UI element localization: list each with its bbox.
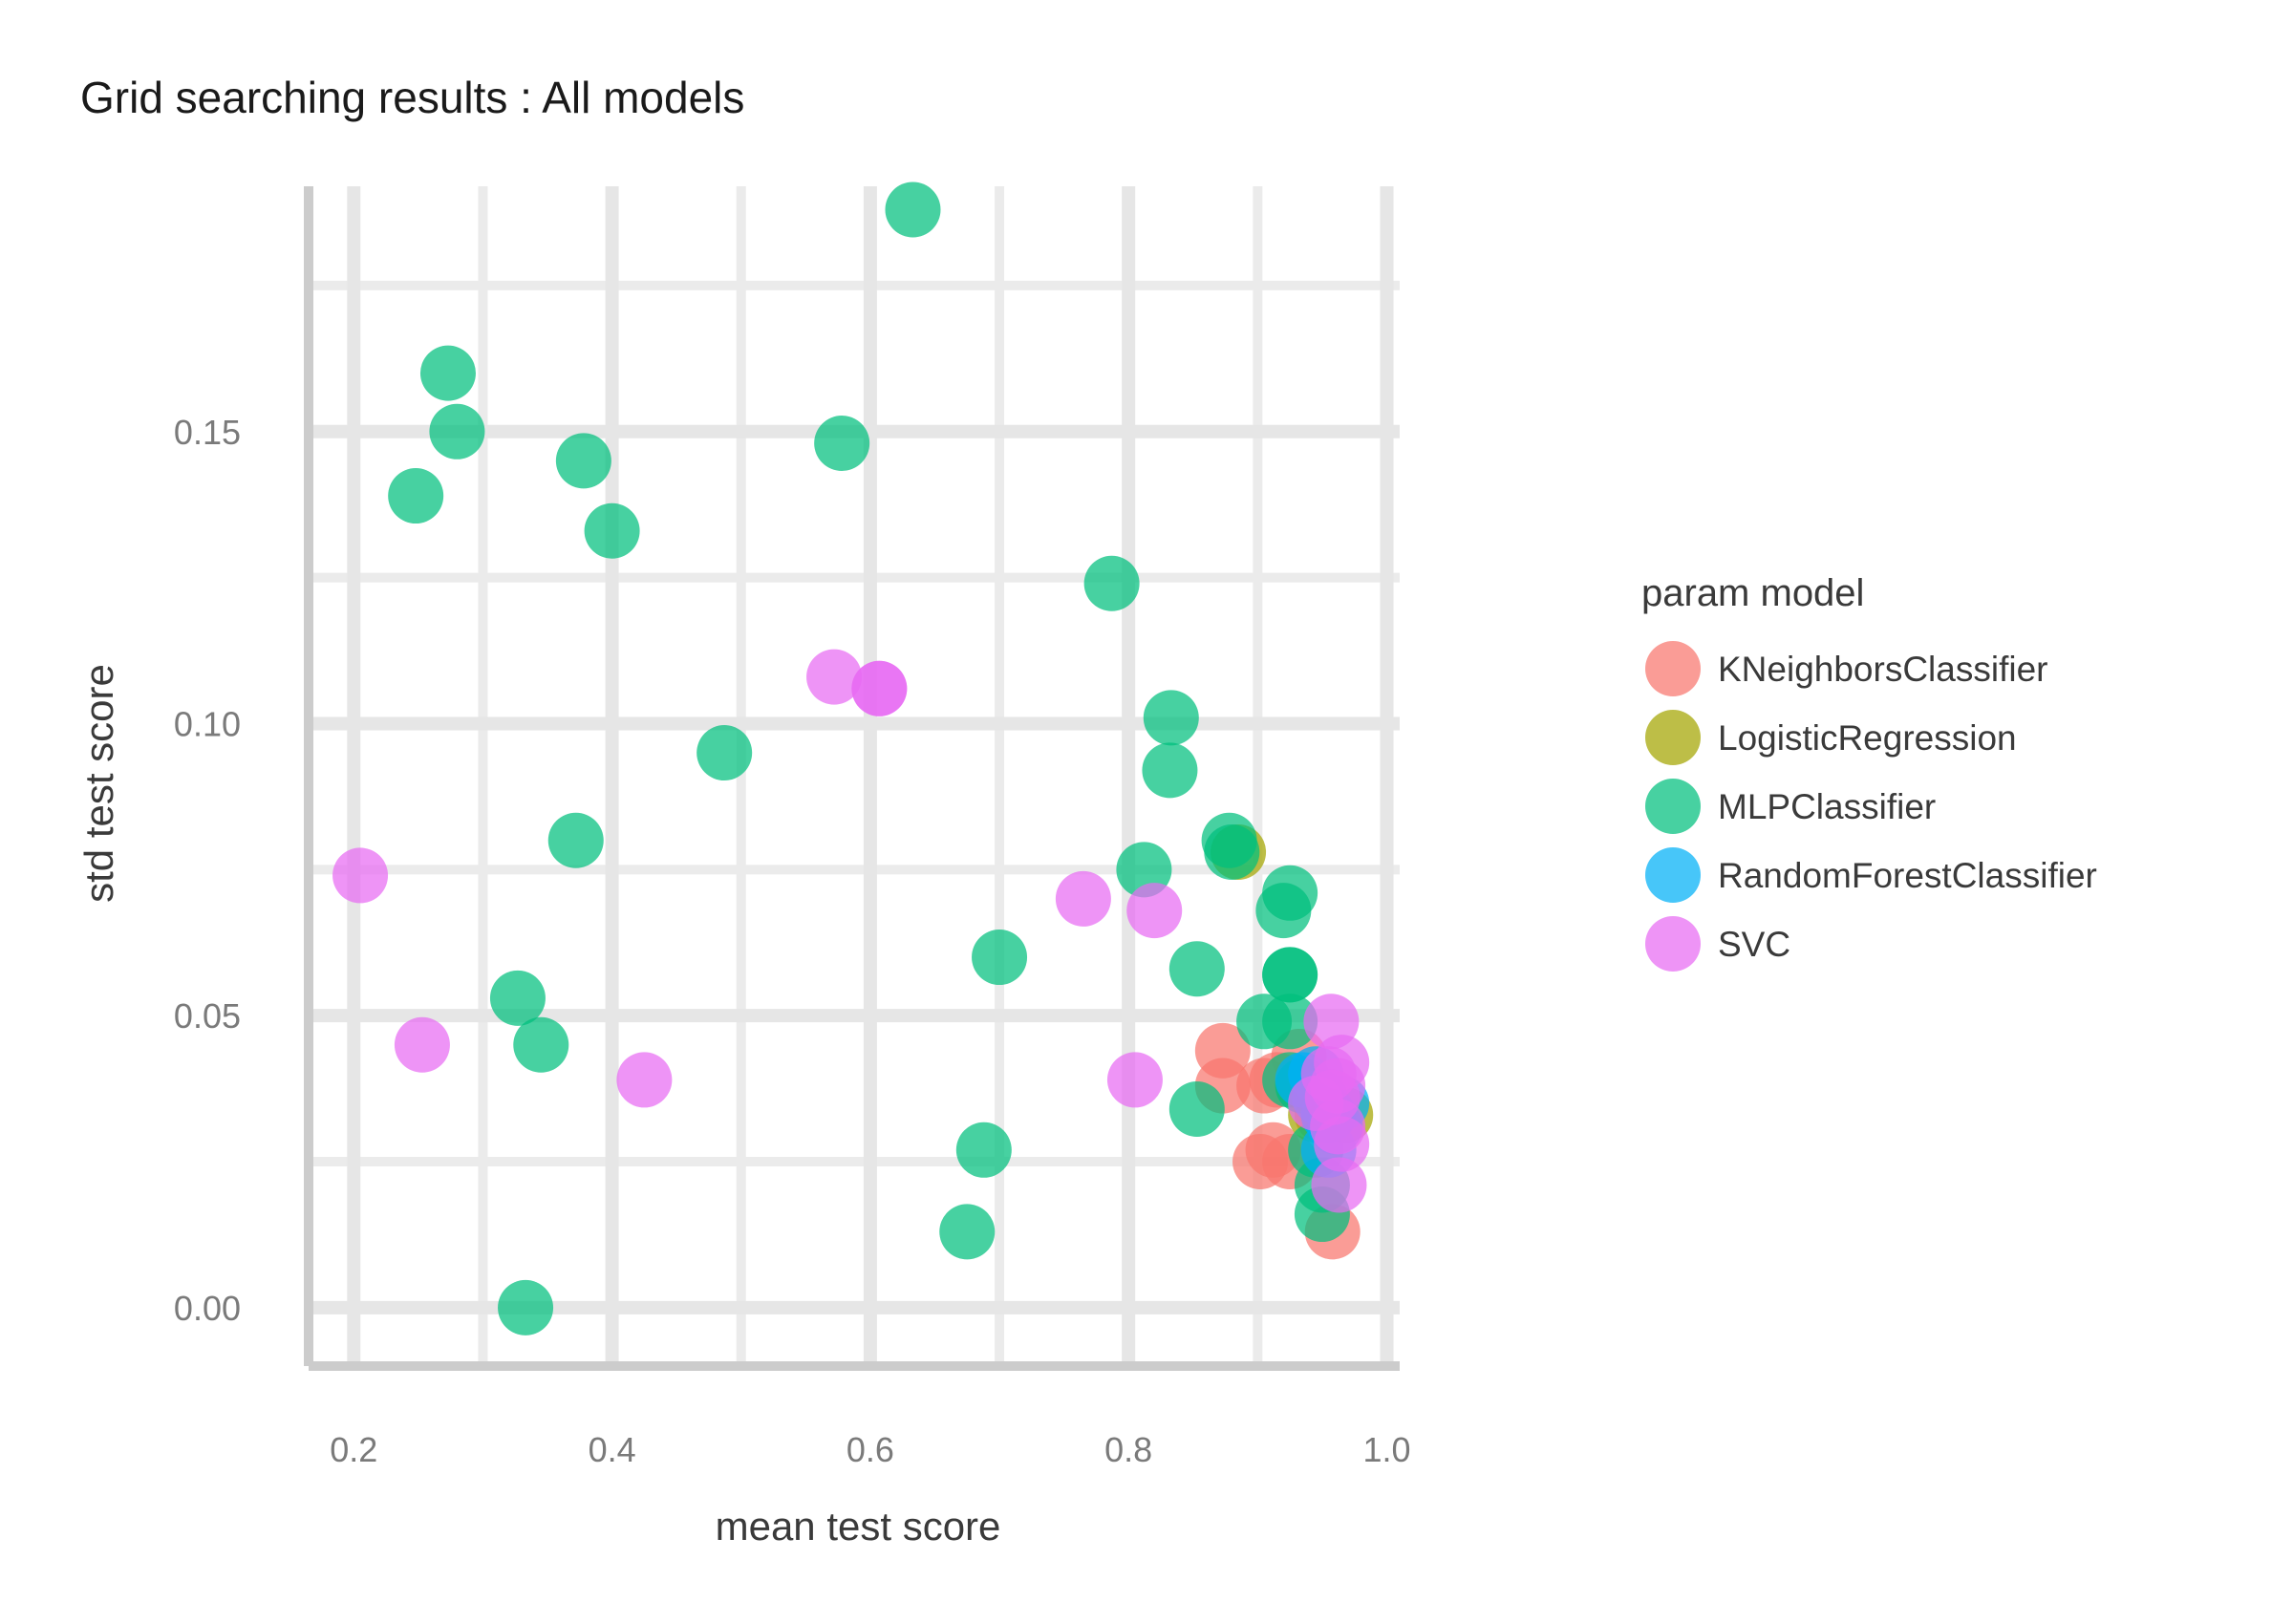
point-svc xyxy=(806,649,863,705)
legend-key-svc xyxy=(1645,916,1701,972)
y-tick-label: 0.10 xyxy=(174,704,241,743)
point-svc xyxy=(1126,883,1183,939)
point-mlpclassifier xyxy=(1255,883,1312,939)
point-mlpclassifier xyxy=(388,468,444,524)
point-svc xyxy=(332,847,389,904)
point-mlpclassifier xyxy=(489,970,546,1026)
point-svc xyxy=(394,1016,450,1073)
point-mlpclassifier xyxy=(584,502,640,559)
legend-key-kneighborsclassifier xyxy=(1645,641,1701,696)
y-axis-label: std test score xyxy=(76,664,121,903)
x-tick-label: 0.4 xyxy=(589,1430,636,1469)
data-points xyxy=(332,182,1374,1336)
legend-key-logisticregression xyxy=(1645,710,1701,765)
y-tick-labels: 0.00 0.05 0.10 0.15 xyxy=(174,413,241,1328)
x-tick-label: 1.0 xyxy=(1362,1430,1410,1469)
point-mlpclassifier xyxy=(498,1279,554,1336)
point-mlpclassifier xyxy=(1143,690,1199,746)
point-svc xyxy=(1311,1157,1367,1213)
point-svc xyxy=(1314,1116,1370,1172)
point-mlpclassifier xyxy=(696,725,753,781)
point-mlpclassifier xyxy=(555,433,611,489)
chart-title: Grid searching results : All models xyxy=(80,73,744,122)
point-mlpclassifier xyxy=(513,1016,569,1073)
point-mlpclassifier xyxy=(1168,941,1225,997)
y-tick-label: 0.05 xyxy=(174,996,241,1036)
point-mlpclassifier xyxy=(1262,994,1318,1050)
point-svc xyxy=(616,1052,673,1108)
point-svc xyxy=(851,660,908,716)
y-tick-label: 0.00 xyxy=(174,1289,241,1328)
legend-label: RandomForestClassifier xyxy=(1718,856,2097,895)
x-tick-labels: 0.2 0.4 0.6 0.8 1.0 xyxy=(330,1430,1410,1469)
point-mlpclassifier xyxy=(939,1204,996,1260)
point-mlpclassifier xyxy=(1142,742,1198,799)
legend-key-randomforestclassifier xyxy=(1645,847,1701,903)
legend-label: LogisticRegression xyxy=(1718,718,2017,758)
legend-key-mlpclassifier xyxy=(1645,779,1701,834)
point-svc xyxy=(1055,870,1111,927)
legend-label: KNeighborsClassifier xyxy=(1718,650,2047,689)
point-mlpclassifier xyxy=(885,182,941,238)
x-tick-label: 0.6 xyxy=(846,1430,894,1469)
legend: param model KNeighborsClassifier Logistic… xyxy=(1641,572,2097,972)
point-mlpclassifier xyxy=(814,416,870,472)
legend-label: SVC xyxy=(1718,925,1790,964)
x-tick-label: 0.2 xyxy=(330,1430,377,1469)
point-svc xyxy=(1304,1069,1361,1125)
legend-title: param model xyxy=(1641,572,1864,614)
point-mlpclassifier xyxy=(955,1122,1012,1178)
point-mlpclassifier xyxy=(972,930,1028,986)
point-svc xyxy=(1106,1052,1163,1108)
point-mlpclassifier xyxy=(419,345,476,401)
y-tick-label: 0.15 xyxy=(174,413,241,452)
point-mlpclassifier xyxy=(1262,947,1318,1003)
point-mlpclassifier xyxy=(1083,555,1140,611)
legend-label: MLPClassifier xyxy=(1718,787,1936,826)
point-mlpclassifier xyxy=(1204,823,1260,880)
x-tick-label: 0.8 xyxy=(1104,1430,1152,1469)
point-mlpclassifier xyxy=(429,403,485,459)
point-mlpclassifier xyxy=(547,812,604,868)
point-mlpclassifier xyxy=(1168,1080,1225,1137)
axis-lines xyxy=(304,186,1400,1371)
x-axis-label: mean test score xyxy=(716,1504,1001,1549)
